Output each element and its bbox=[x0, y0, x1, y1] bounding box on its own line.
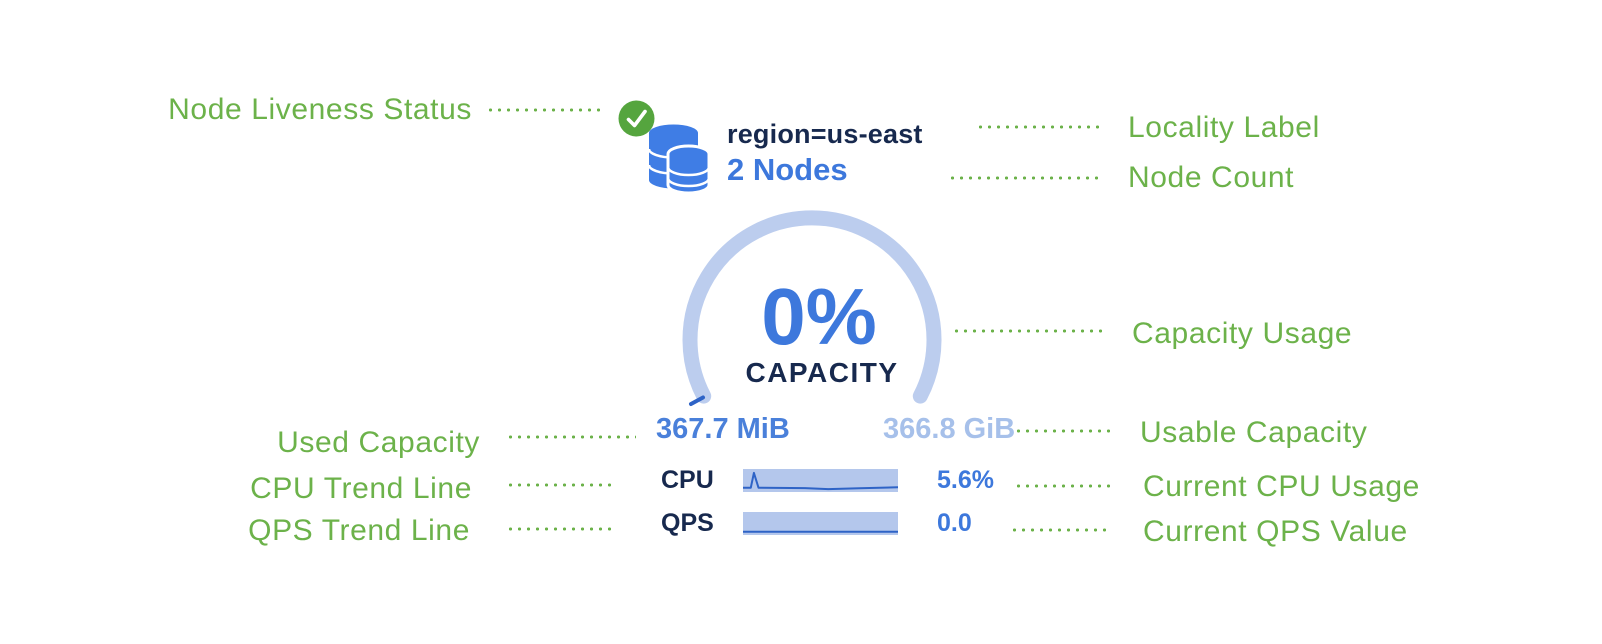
annotation-node-count: Node Count bbox=[1128, 161, 1295, 194]
qps-label: QPS bbox=[661, 509, 714, 537]
capacity-gauge bbox=[682, 210, 942, 406]
cpu-label: CPU bbox=[661, 466, 714, 494]
locality-label: region=us-east bbox=[727, 119, 923, 149]
check-circle-icon bbox=[618, 100, 655, 137]
leader-node-liveness bbox=[486, 108, 604, 112]
leader-usable-capacity bbox=[1014, 429, 1111, 433]
node-count: 2 Nodes bbox=[727, 152, 848, 187]
annotation-usable-capacity: Usable Capacity bbox=[1140, 416, 1368, 449]
annotation-cpu-trend-line: CPU Trend Line bbox=[250, 472, 472, 505]
annotation-used-capacity: Used Capacity bbox=[277, 426, 480, 459]
leader-capacity-usage bbox=[952, 329, 1108, 333]
annotation-node-liveness-status: Node Liveness Status bbox=[168, 93, 472, 126]
cpu-sparkline bbox=[743, 469, 898, 492]
used-capacity-tick bbox=[689, 395, 705, 406]
leader-current-qps bbox=[1010, 528, 1111, 532]
used-capacity-value: 367.7 MiB bbox=[656, 413, 790, 445]
capacity-caption: CAPACITY bbox=[745, 357, 899, 388]
leader-locality-label bbox=[976, 125, 1104, 129]
usable-capacity-value: 366.8 GiB bbox=[883, 413, 1016, 445]
capacity-percent: 0% bbox=[761, 272, 877, 361]
leader-used-capacity bbox=[506, 435, 636, 439]
annotation-current-qps-value: Current QPS Value bbox=[1143, 515, 1408, 548]
qps-sparkline bbox=[743, 512, 898, 535]
annotation-capacity-usage: Capacity Usage bbox=[1132, 317, 1353, 350]
cpu-value: 5.6% bbox=[937, 466, 994, 494]
annotation-current-cpu-usage: Current CPU Usage bbox=[1143, 470, 1420, 503]
leader-node-count bbox=[948, 176, 1104, 180]
database-stack-icon bbox=[647, 124, 711, 195]
annotation-qps-trend-line: QPS Trend Line bbox=[248, 514, 470, 547]
leader-cpu-trend bbox=[506, 483, 612, 487]
annotation-locality-label: Locality Label bbox=[1128, 111, 1320, 144]
leader-qps-trend bbox=[506, 527, 614, 531]
leader-current-cpu bbox=[1014, 484, 1111, 488]
qps-value: 0.0 bbox=[937, 509, 972, 537]
